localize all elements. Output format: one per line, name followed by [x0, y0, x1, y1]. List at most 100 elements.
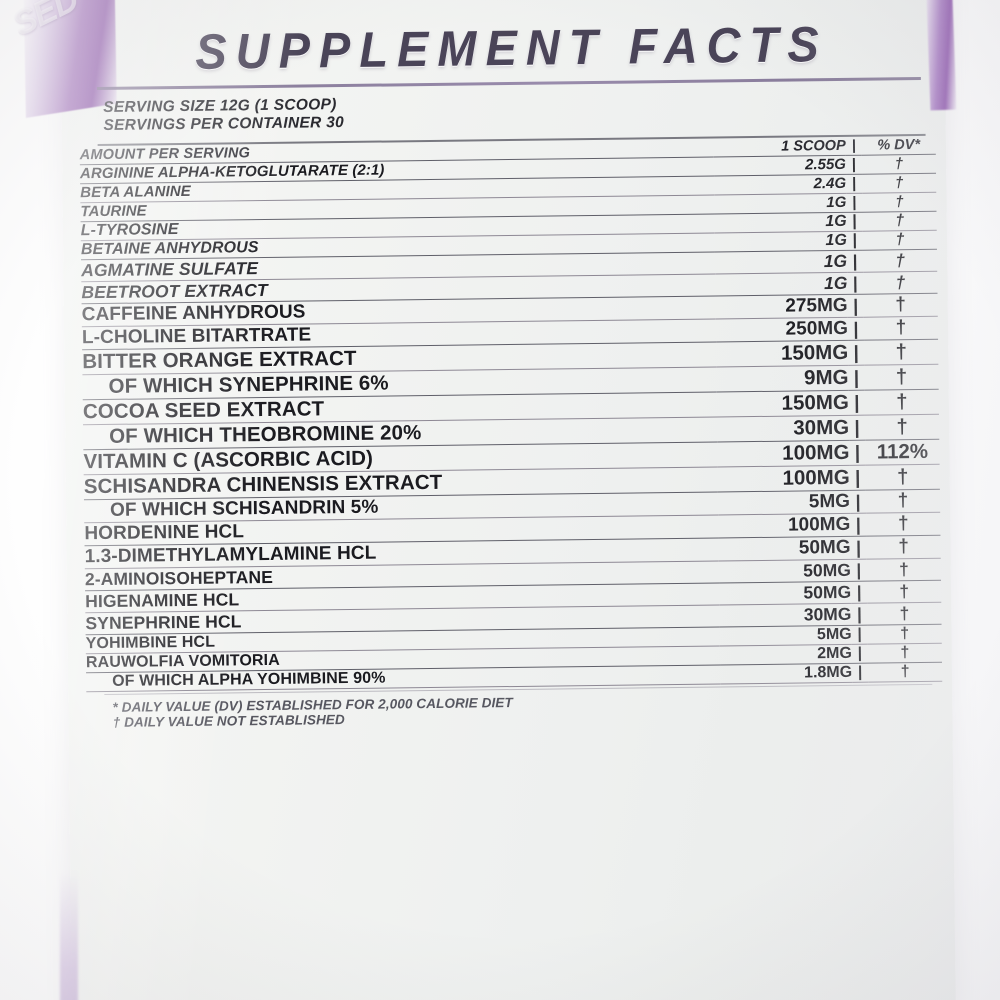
ingredient-amount: 275MG	[785, 294, 848, 317]
row-separator: |	[852, 193, 857, 211]
ingredient-daily-value: †	[895, 389, 908, 413]
ingredient-daily-value: †	[894, 173, 904, 191]
ingredient-amount: 2MG	[817, 644, 852, 662]
ingredient-name: VITAMIN C (ASCORBIC ACID)	[83, 446, 374, 473]
ingredient-amount: 5MG	[808, 490, 851, 512]
page-title: SUPPLEMENT FACTS	[194, 15, 828, 80]
ingredient-daily-value: †	[896, 414, 908, 438]
row-separator: |	[856, 560, 862, 580]
ingredient-name: OF WHICH ALPHA YOHIMBINE 90%	[112, 669, 386, 690]
ingredient-name: L-TYROSINE	[80, 220, 179, 239]
ingredients-table-body: AMOUNT PER SERVING 1 SCOOP | % DV* ARGIN…	[79, 135, 943, 692]
column-header-serving-unit: 1 SCOOP	[781, 137, 846, 155]
ingredient-amount: 5MG	[816, 625, 852, 643]
ingredient-daily-value: †	[900, 643, 910, 661]
ingredient-daily-value: †	[896, 464, 909, 488]
row-separator: |	[852, 231, 858, 249]
ingredient-amount: 1G	[825, 231, 847, 249]
ingredient-name: CAFFEINE ANHYDROUS	[81, 301, 306, 325]
ingredient-name: OF WHICH SCHISANDRIN 5%	[109, 496, 379, 521]
ingredient-amount: 50MG	[803, 559, 851, 581]
row-separator: |	[851, 155, 857, 173]
ingredient-name: SYNEPHRINE HCL	[85, 610, 242, 633]
ingredient-daily-value: †	[897, 512, 909, 534]
row-separator: |	[852, 212, 857, 230]
ingredient-name: COCOA SEED EXTRACT	[82, 396, 325, 423]
ingredient-daily-value: †	[897, 489, 909, 511]
ingredient-name: OF WHICH THEOBROMINE 20%	[109, 420, 422, 448]
ingredient-name: YOHIMBINE HCL	[85, 633, 216, 652]
supplement-facts-block: SUPPLEMENT FACTS SERVING SIZE 12G (1 SCO…	[78, 3, 946, 998]
ingredient-daily-value: †	[895, 316, 907, 338]
ingredient-amount: 250MG	[785, 317, 849, 340]
ingredient-daily-value: †	[895, 192, 904, 210]
ingredient-amount: 100MG	[782, 440, 850, 465]
row-separator: |	[857, 644, 863, 662]
row-separator: |	[856, 604, 862, 624]
ingredient-amount: 50MG	[803, 581, 852, 603]
row-separator: |	[853, 342, 860, 364]
row-separator: |	[855, 537, 862, 558]
row-separator: |	[852, 295, 859, 316]
ingredient-daily-value: †	[895, 293, 907, 315]
ingredient-amount: 1G	[823, 272, 848, 293]
ingredient-name: OF WHICH SYNEPHRINE 6%	[108, 371, 389, 398]
ingredient-amount: 100MG	[782, 465, 850, 490]
row-separator: |	[857, 663, 863, 681]
ingredient-amount: 1G	[823, 250, 848, 271]
row-separator: |	[856, 582, 862, 602]
ingredient-name: HORDENINE HCL	[84, 520, 245, 544]
ingredient-amount: 150MG	[781, 390, 849, 415]
purple-accent-bottom	[60, 870, 78, 1000]
ingredient-daily-value: †	[899, 602, 910, 623]
row-separator: |	[852, 273, 858, 293]
ingredient-daily-value: †	[895, 249, 906, 270]
row-separator: |	[855, 514, 861, 535]
ingredient-daily-value: †	[899, 580, 910, 601]
row-separator: |	[854, 392, 860, 414]
row-separator: |	[855, 491, 861, 512]
ingredient-amount: 30MG	[793, 415, 850, 440]
row-separator: |	[852, 251, 858, 271]
column-header-daily-value: % DV*	[877, 136, 921, 154]
ingredient-amount: 2.4G	[813, 174, 847, 192]
ingredient-name: 1.3-DIMETHYLAMYLAMINE HCL	[84, 542, 377, 567]
row-separator: |	[854, 467, 861, 489]
ingredient-name: RAUWOLFIA VOMITORIA	[85, 651, 280, 671]
ingredient-name: BEETROOT EXTRACT	[81, 279, 268, 302]
serving-info: SERVING SIZE 12G (1 SCOOP) SERVINGS PER …	[103, 89, 935, 136]
ingredient-amount: 150MG	[780, 340, 849, 365]
row-separator: |	[853, 367, 860, 389]
ingredient-amount: 100MG	[787, 513, 851, 536]
ingredient-daily-value: †	[900, 662, 910, 680]
ingredient-amount: 2.55G	[804, 155, 847, 173]
row-separator: |	[853, 318, 859, 339]
footnotes: * DAILY VALUE (DV) ESTABLISHED FOR 2,000…	[112, 689, 942, 730]
ingredient-daily-value: †	[898, 535, 909, 557]
ingredient-daily-value: †	[895, 230, 905, 248]
ingredient-name: BETA ALANINE	[80, 182, 191, 201]
ingredient-name: ARGININE ALPHA-KETOGLUTARATE (2:1)	[79, 161, 385, 182]
ingredient-name: L-CHOLINE BITARTRATE	[81, 324, 312, 348]
ingredient-amount: 1.8MG	[804, 663, 853, 682]
ingredient-daily-value: †	[898, 558, 909, 579]
column-header-amount-per-serving: AMOUNT PER SERVING	[79, 144, 251, 163]
ingredient-daily-value: †	[895, 364, 908, 388]
ingredient-amount: 30MG	[803, 603, 852, 625]
ingredient-name: SCHISANDRA CHINENSIS EXTRACT	[83, 470, 443, 498]
ingredients-table: AMOUNT PER SERVING 1 SCOOP | % DV* ARGIN…	[79, 135, 943, 692]
ingredient-name: HIGENAMINE HCL	[85, 588, 240, 611]
ingredient-daily-value: †	[894, 154, 904, 172]
ingredient-name: AGMATINE SULFATE	[81, 257, 259, 280]
ingredient-name: 2-AMINOISOHEPTANE	[84, 566, 274, 589]
ingredient-daily-value: †	[895, 271, 906, 292]
ingredient-amount: 9MG	[803, 365, 849, 389]
ingredient-amount: 1G	[826, 193, 847, 211]
ingredient-amount: 50MG	[798, 536, 851, 559]
ingredient-amount: 1G	[825, 212, 847, 230]
ingredient-daily-value: †	[900, 624, 910, 642]
ingredient-name: BETAINE ANHYDROUS	[80, 238, 259, 258]
row-separator: |	[857, 625, 862, 643]
row-separator: |	[851, 174, 857, 192]
